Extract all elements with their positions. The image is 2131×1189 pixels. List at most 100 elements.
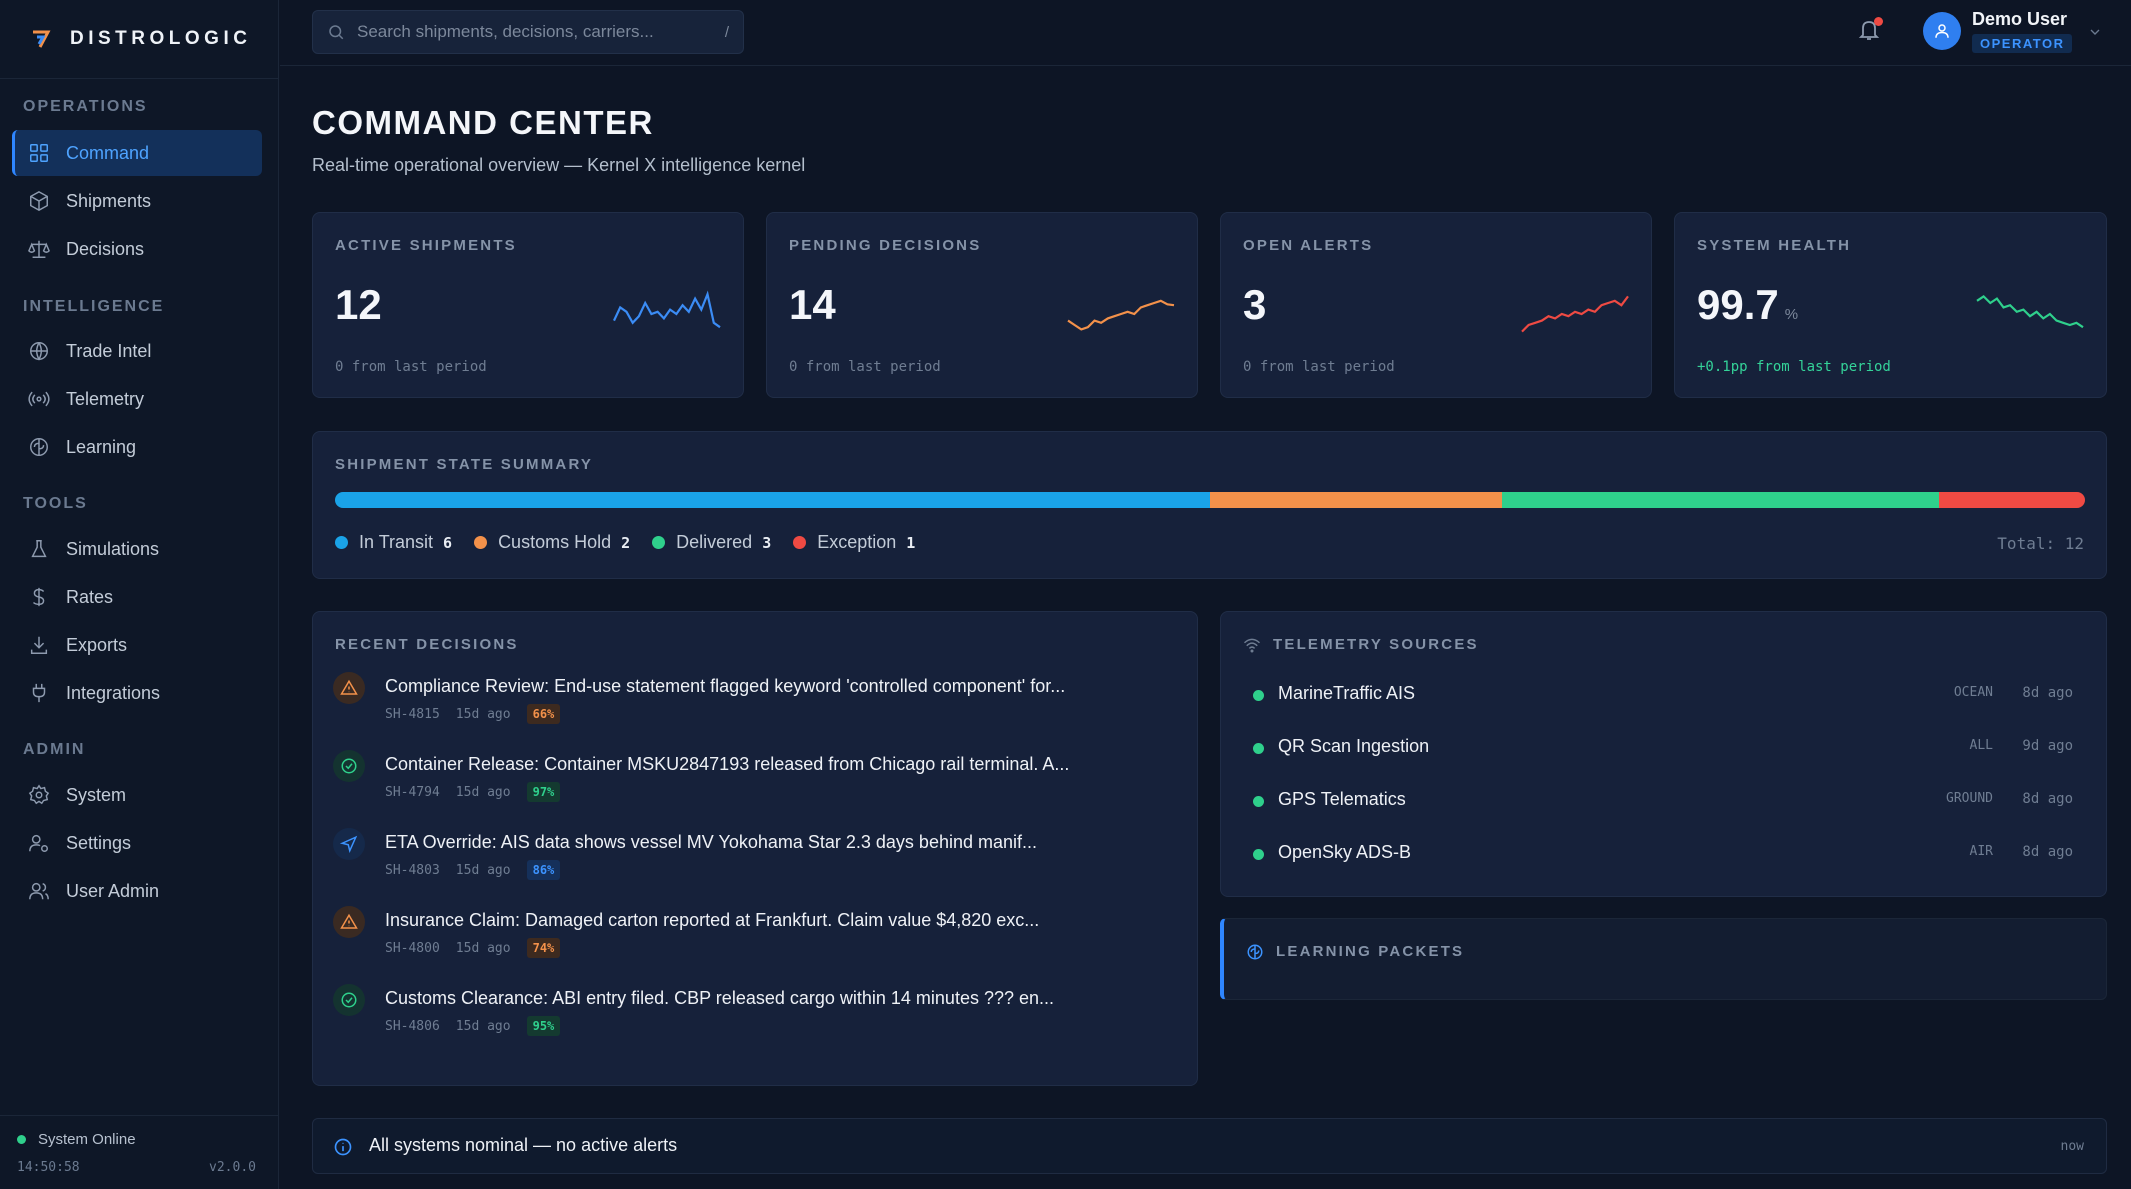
sidebar-item-shipments[interactable]: Shipments — [12, 178, 262, 224]
system-status-label: System Online — [38, 1131, 136, 1148]
source-last-seen: 8d ago — [2022, 844, 2073, 860]
info-icon — [334, 1138, 352, 1156]
legend-item[interactable]: Customs Hold 2 — [474, 532, 630, 553]
telemetry-source-row[interactable]: GPS Telematics GROUND 8d ago — [1243, 785, 2083, 815]
legend-item[interactable]: Delivered 3 — [652, 532, 771, 553]
sparkline-line — [1521, 295, 1629, 333]
legend-count: 3 — [762, 533, 772, 552]
sidebar-item-label: Learning — [66, 436, 137, 457]
sidebar-item-exports[interactable]: Exports — [12, 622, 262, 668]
legend-count: 6 — [443, 533, 453, 552]
decision-item[interactable]: Compliance Review: End-use statement fla… — [333, 672, 1153, 742]
decision-age: 15d ago — [455, 1018, 511, 1034]
app-logo[interactable]: DISTROLOGIC — [30, 26, 251, 52]
decision-age: 15d ago — [455, 940, 511, 956]
telemetry-source-row[interactable]: MarineTraffic AIS OCEAN 8d ago — [1243, 679, 2083, 709]
decision-title: Customs Clearance: ABI entry filed. CBP … — [385, 988, 1055, 1008]
sidebar-item-telemetry[interactable]: Telemetry — [12, 376, 262, 422]
legend-label: Delivered — [676, 532, 753, 552]
warning-icon — [340, 913, 358, 929]
sparkline-chart — [613, 290, 721, 329]
kpi-card-pending-decisions[interactable]: PENDING DECISIONS 14 0 from last period — [766, 212, 1198, 398]
decision-status-icon — [333, 750, 365, 782]
topbar: / Demo User OPERATOR — [280, 0, 2131, 66]
card-title: TELEMETRY SOURCES — [1273, 636, 1479, 653]
source-last-seen: 8d ago — [2022, 791, 2073, 807]
decision-meta: SH-4815 15d ago 66% — [385, 704, 576, 724]
sidebar-item-user-admin[interactable]: User Admin — [12, 868, 262, 914]
sidebar-item-decisions[interactable]: Decisions — [12, 226, 262, 272]
sparkline-chart — [1521, 295, 1629, 333]
source-name: MarineTraffic AIS — [1278, 683, 1416, 703]
decision-status-icon — [333, 828, 365, 860]
sidebar-item-simulations[interactable]: Simulations — [12, 526, 262, 572]
notifications-button[interactable] — [1857, 17, 1883, 44]
sidebar-item-trade-intel[interactable]: Trade Intel — [12, 328, 262, 374]
search-shortcut: / — [724, 23, 729, 41]
confidence-badge: 74% — [526, 938, 561, 958]
total-count: Total: 12 — [1997, 534, 2084, 553]
search-box[interactable]: / — [312, 10, 744, 54]
decision-item[interactable]: ETA Override: AIS data shows vessel MV Y… — [333, 828, 1153, 898]
kpi-card-active-shipments[interactable]: ACTIVE SHIPMENTS 12 0 from last period — [312, 212, 744, 398]
decision-meta: SH-4794 15d ago 97% — [385, 782, 576, 802]
decision-age: 15d ago — [455, 862, 511, 878]
shipment-id: SH-4794 — [385, 784, 440, 800]
decision-age: 15d ago — [455, 706, 511, 722]
kpi-label: OPEN ALERTS — [1243, 237, 1374, 254]
check-circle-icon — [341, 992, 357, 1008]
source-last-seen: 9d ago — [2022, 738, 2073, 754]
kpi-value: 14 — [789, 281, 836, 328]
sidebar-item-label: Simulations — [66, 538, 160, 559]
source-name: QR Scan Ingestion — [1278, 736, 1430, 756]
sidebar-item-label: Rates — [66, 586, 114, 607]
sidebar-item-label: Telemetry — [66, 388, 145, 409]
kpi-card-open-alerts[interactable]: OPEN ALERTS 3 0 from last period — [1220, 212, 1652, 398]
user-menu-toggle[interactable] — [2087, 24, 2103, 45]
sidebar-item-learning[interactable]: Learning — [12, 424, 262, 470]
status-dot — [1253, 743, 1264, 754]
sidebar-item-command[interactable]: Command — [12, 130, 262, 176]
status-dot — [1253, 849, 1264, 860]
search-input[interactable] — [357, 22, 725, 42]
state-segment — [1501, 492, 1940, 508]
page-subtitle: Real-time operational overview — Kernel … — [312, 155, 806, 175]
decision-item[interactable]: Insurance Claim: Damaged carton reported… — [333, 906, 1153, 976]
legend-item[interactable]: In Transit 6 — [335, 532, 452, 553]
sidebar-item-label: Command — [66, 142, 150, 163]
decision-item[interactable]: Container Release: Container MSKU2847193… — [333, 750, 1153, 820]
system-status: System Online — [17, 1131, 136, 1148]
avatar[interactable] — [1923, 12, 1961, 50]
sidebar-item-rates[interactable]: Rates — [12, 574, 262, 620]
user-name[interactable]: Demo User — [1972, 9, 2068, 29]
search-icon — [329, 25, 344, 40]
system-clock: 14:50:58 — [17, 1160, 80, 1175]
decision-item[interactable]: Customs Clearance: ABI entry filed. CBP … — [333, 984, 1153, 1054]
sidebar-divider — [0, 78, 279, 79]
grid-icon — [30, 144, 48, 162]
source-last-seen: 8d ago — [2022, 685, 2073, 701]
sidebar-footer-divider — [0, 1115, 279, 1116]
source-type: OCEAN — [1953, 685, 1993, 700]
sparkline-line — [1067, 299, 1175, 331]
legend-item[interactable]: Exception 1 — [793, 532, 915, 553]
check-circle-icon — [341, 758, 357, 774]
telemetry-source-row[interactable]: OpenSky ADS-B AIR 8d ago — [1243, 838, 2083, 868]
kpi-card-system-health[interactable]: SYSTEM HEALTH 99.7% +0.1pp from last per… — [1674, 212, 2107, 398]
sidebar-item-system[interactable]: System — [12, 772, 262, 818]
legend-label: Exception — [817, 532, 897, 552]
sidebar-item-label: User Admin — [66, 880, 160, 901]
sidebar-item-integrations[interactable]: Integrations — [12, 670, 262, 716]
legend-count: 2 — [621, 533, 631, 552]
user-icon — [1935, 24, 1949, 38]
learning-packets-panel[interactable]: LEARNING PACKETS — [1220, 918, 2107, 1000]
status-dot — [1253, 690, 1264, 701]
sidebar-item-settings[interactable]: Settings — [12, 820, 262, 866]
confidence-badge: 86% — [526, 860, 561, 880]
state-segment — [1939, 492, 2085, 508]
legend-label: In Transit — [359, 532, 434, 552]
warning-icon — [340, 679, 358, 695]
kpi-value: 99.7% — [1697, 281, 1799, 328]
state-legend: In Transit 6 Customs Hold 2 Delivered 3 Except… — [335, 532, 937, 553]
telemetry-source-row[interactable]: QR Scan Ingestion ALL 9d ago — [1243, 732, 2083, 762]
